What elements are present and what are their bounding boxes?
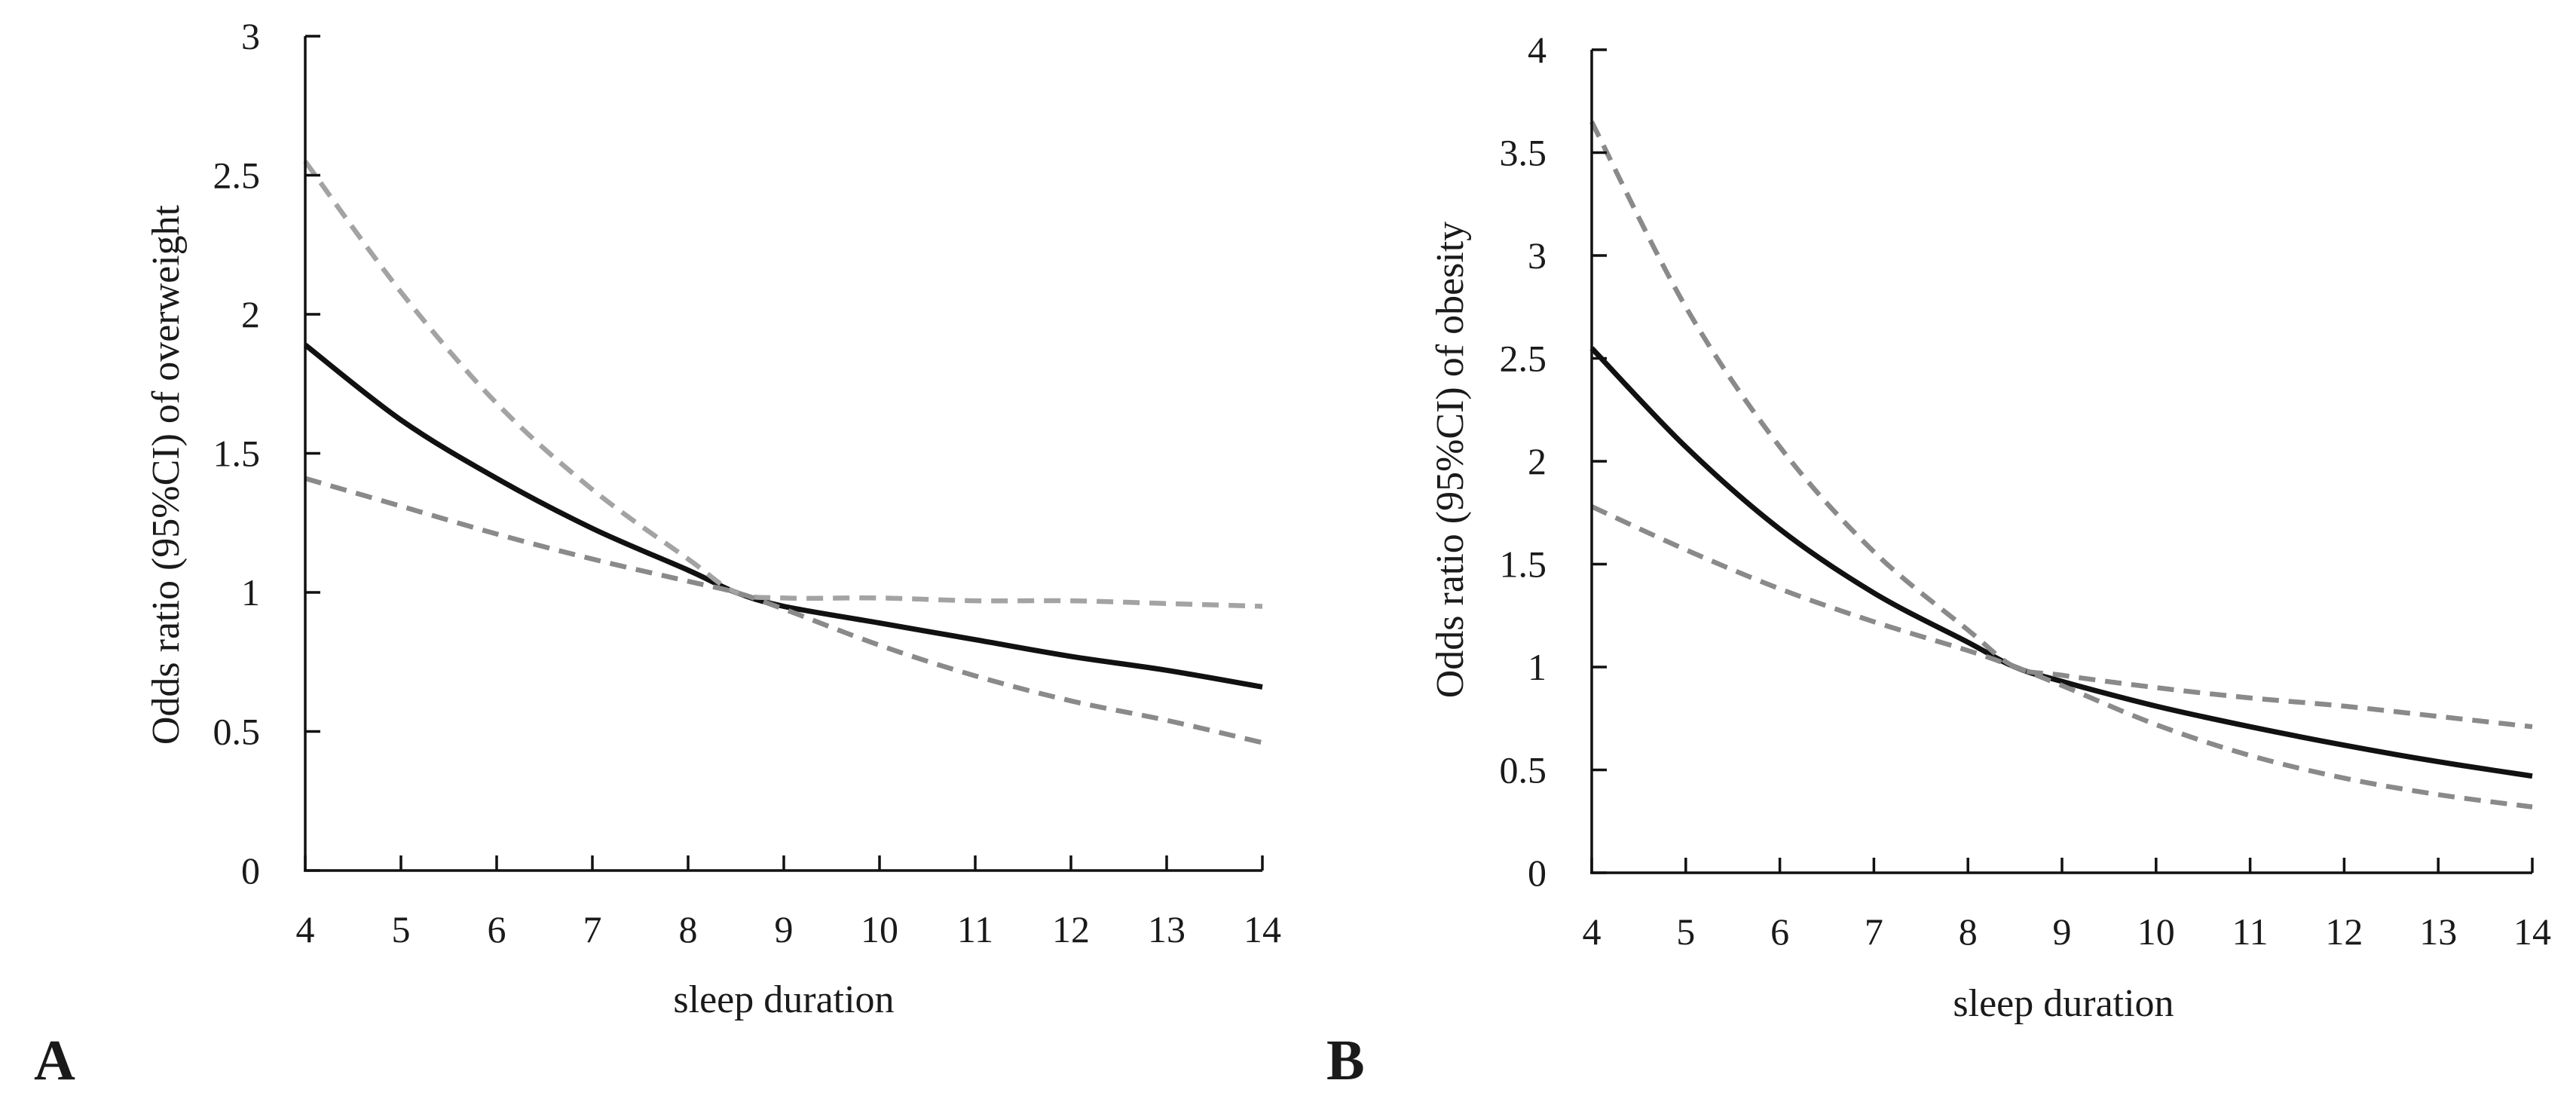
x-tick-label-b: 4 bbox=[1583, 910, 1602, 953]
x-tick-label-b: 14 bbox=[2513, 910, 2551, 953]
x-tick-label-a: 8 bbox=[679, 908, 698, 950]
axes-b: 4 5 6 7 8 9 10 11 12 13 14 0 0.5 1 1.5 2 2.5 3 3.5 4 bbox=[1500, 29, 2552, 953]
y-tick-label-b: 0.5 bbox=[1500, 749, 1547, 791]
x-tick-label-a: 6 bbox=[488, 908, 506, 950]
x-tick-label-a: 4 bbox=[296, 908, 315, 950]
y-tick-label-b: 2 bbox=[1528, 440, 1547, 482]
series-line-odds-ratio-a bbox=[303, 342, 1263, 690]
y-tick-label-a: 1 bbox=[241, 571, 260, 614]
x-tick-label-b: 10 bbox=[2137, 910, 2175, 953]
x-tick-label-b: 9 bbox=[2053, 910, 2072, 953]
x-tick-label-a: 12 bbox=[1052, 908, 1090, 950]
y-tick-label-b: 4 bbox=[1528, 29, 1547, 71]
x-tick-label-a: 7 bbox=[583, 908, 602, 950]
y-tick-label-a: 2.5 bbox=[213, 155, 261, 197]
x-tick-label-b: 5 bbox=[1676, 910, 1695, 953]
x-tick-label-b: 7 bbox=[1865, 910, 1883, 953]
y-tick-label-b: 2.5 bbox=[1500, 338, 1547, 380]
plot-series-b bbox=[1589, 121, 2533, 809]
x-tick-label-a: 11 bbox=[957, 908, 993, 950]
x-axis-title-b: sleep duration bbox=[1953, 982, 2174, 1025]
y-axis-title-b: Odds ratio (95%CI) of obesity bbox=[1429, 222, 1472, 699]
x-tick-label-b: 11 bbox=[2232, 910, 2269, 953]
series-line-ci-lower-b bbox=[1590, 504, 2533, 809]
y-tick-label-a: 0 bbox=[241, 849, 260, 892]
y-tick-label-b: 3 bbox=[1528, 234, 1547, 277]
y-axis-title-a: Odds ratio (95%CI) of overweight bbox=[145, 204, 188, 745]
y-tick-label-b: 1 bbox=[1528, 646, 1547, 688]
x-tick-label-a: 13 bbox=[1148, 908, 1186, 950]
x-tick-label-a: 9 bbox=[775, 908, 794, 950]
x-tick-label-b: 6 bbox=[1770, 910, 1789, 953]
series-line-odds-ratio-b bbox=[1589, 346, 2533, 779]
y-tick-label-a: 1.5 bbox=[213, 433, 261, 475]
x-tick-label-b: 12 bbox=[2325, 910, 2363, 953]
chart-panel-b: 4 5 6 7 8 9 10 11 12 13 14 0 0.5 1 1.5 2 2.5 3 3.5 4 Odds r… bbox=[1326, 29, 2551, 1092]
y-tick-label-b: 1.5 bbox=[1500, 543, 1547, 586]
chart-panel-a: 4 5 6 7 8 9 10 11 12 13 14 0 0.5 1 1.5 2 2.5 3 Odds ratio… bbox=[34, 15, 1281, 1092]
y-tick-label-a: 0.5 bbox=[213, 711, 261, 753]
x-tick-label-a: 14 bbox=[1244, 908, 1281, 950]
x-tick-label-b: 13 bbox=[2419, 910, 2457, 953]
series-line-ci-lower-a bbox=[304, 476, 1263, 745]
axes-a: 4 5 6 7 8 9 10 11 12 13 14 0 0.5 1 1.5 2 2.5 3 bbox=[213, 15, 1282, 950]
y-tick-label-b: 0 bbox=[1528, 852, 1547, 894]
y-tick-label-b: 3.5 bbox=[1500, 132, 1547, 174]
plot-series-a bbox=[303, 160, 1263, 745]
panel-label-a: A bbox=[34, 1029, 75, 1092]
x-tick-label-a: 5 bbox=[392, 908, 411, 950]
x-tick-label-a: 10 bbox=[861, 908, 898, 950]
x-axis-title-a: sleep duration bbox=[673, 978, 894, 1021]
y-tick-label-a: 3 bbox=[241, 15, 260, 57]
x-tick-label-b: 8 bbox=[1959, 910, 1978, 953]
series-line-ci-upper-a bbox=[303, 160, 1263, 609]
series-line-ci-upper-b bbox=[1589, 121, 2533, 730]
y-tick-label-a: 2 bbox=[241, 293, 260, 335]
panel-label-b: B bbox=[1326, 1029, 1365, 1092]
